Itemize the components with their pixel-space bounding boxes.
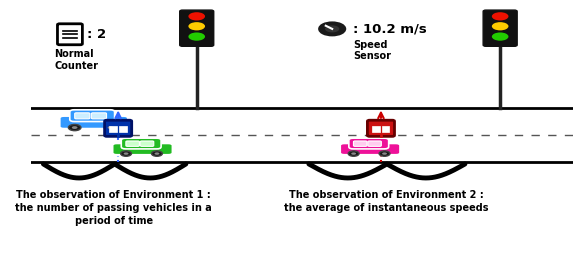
Circle shape bbox=[379, 151, 390, 156]
Text: Normal
Counter: Normal Counter bbox=[54, 49, 98, 71]
FancyBboxPatch shape bbox=[382, 126, 389, 132]
Circle shape bbox=[188, 32, 205, 41]
Circle shape bbox=[152, 151, 162, 156]
FancyBboxPatch shape bbox=[140, 141, 154, 146]
Circle shape bbox=[188, 22, 205, 31]
Text: : 2: : 2 bbox=[87, 28, 106, 41]
Circle shape bbox=[351, 152, 356, 155]
Circle shape bbox=[108, 126, 113, 129]
FancyBboxPatch shape bbox=[109, 126, 117, 132]
FancyBboxPatch shape bbox=[113, 143, 173, 155]
FancyBboxPatch shape bbox=[483, 10, 517, 46]
Circle shape bbox=[72, 126, 77, 129]
Circle shape bbox=[348, 151, 359, 156]
FancyBboxPatch shape bbox=[75, 113, 90, 119]
FancyBboxPatch shape bbox=[104, 120, 131, 136]
Circle shape bbox=[325, 25, 339, 32]
FancyBboxPatch shape bbox=[60, 116, 128, 129]
FancyBboxPatch shape bbox=[91, 113, 107, 119]
FancyBboxPatch shape bbox=[70, 110, 115, 122]
Circle shape bbox=[492, 32, 509, 41]
Text: Speed
Sensor: Speed Sensor bbox=[354, 40, 391, 61]
Circle shape bbox=[123, 152, 129, 155]
Circle shape bbox=[188, 12, 205, 21]
FancyBboxPatch shape bbox=[126, 141, 139, 146]
FancyBboxPatch shape bbox=[121, 138, 161, 149]
FancyBboxPatch shape bbox=[372, 126, 379, 132]
Circle shape bbox=[104, 124, 117, 131]
Circle shape bbox=[492, 22, 509, 31]
FancyBboxPatch shape bbox=[367, 120, 394, 136]
FancyBboxPatch shape bbox=[57, 24, 83, 45]
FancyBboxPatch shape bbox=[368, 141, 381, 146]
Circle shape bbox=[319, 22, 345, 35]
Text: The observation of Environment 2 :
the average of instantaneous speeds: The observation of Environment 2 : the a… bbox=[284, 190, 488, 213]
Circle shape bbox=[154, 152, 160, 155]
Text: : 10.2 m/s: : 10.2 m/s bbox=[354, 22, 427, 35]
FancyBboxPatch shape bbox=[119, 126, 126, 132]
Circle shape bbox=[121, 151, 131, 156]
FancyBboxPatch shape bbox=[340, 143, 400, 155]
Circle shape bbox=[382, 152, 387, 155]
Circle shape bbox=[68, 124, 81, 131]
Text: The observation of Environment 1 :
the number of passing vehicles in a
period of: The observation of Environment 1 : the n… bbox=[15, 190, 212, 227]
Circle shape bbox=[492, 12, 509, 21]
FancyBboxPatch shape bbox=[354, 141, 367, 146]
FancyBboxPatch shape bbox=[349, 138, 389, 149]
FancyBboxPatch shape bbox=[180, 10, 214, 46]
